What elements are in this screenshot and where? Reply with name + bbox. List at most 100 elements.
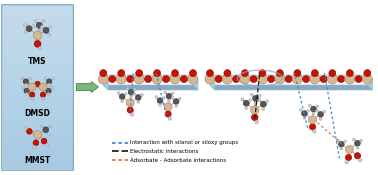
Circle shape <box>28 77 31 80</box>
Circle shape <box>164 91 167 94</box>
Circle shape <box>302 111 307 116</box>
Circle shape <box>167 99 170 102</box>
Circle shape <box>257 74 267 84</box>
Circle shape <box>318 111 324 117</box>
Circle shape <box>310 74 320 84</box>
Circle shape <box>170 74 180 84</box>
Circle shape <box>323 110 325 113</box>
Circle shape <box>312 112 315 115</box>
Circle shape <box>275 74 285 84</box>
Circle shape <box>285 76 292 83</box>
Circle shape <box>259 70 266 77</box>
Text: Adsorbate - Adsorbate interactions: Adsorbate - Adsorbate interactions <box>130 158 226 163</box>
Circle shape <box>26 128 32 134</box>
Circle shape <box>355 76 362 83</box>
Circle shape <box>299 108 302 111</box>
Circle shape <box>262 107 265 110</box>
Circle shape <box>48 125 51 128</box>
Circle shape <box>155 96 158 99</box>
Circle shape <box>145 76 152 83</box>
Circle shape <box>248 99 251 102</box>
Circle shape <box>345 145 353 153</box>
Circle shape <box>320 76 327 83</box>
Circle shape <box>98 74 108 84</box>
Circle shape <box>159 104 161 107</box>
Circle shape <box>266 100 269 103</box>
Polygon shape <box>103 75 198 80</box>
Circle shape <box>178 97 181 100</box>
Circle shape <box>34 131 42 139</box>
Circle shape <box>23 24 26 27</box>
Circle shape <box>313 130 316 133</box>
Circle shape <box>46 79 52 84</box>
Circle shape <box>39 47 42 50</box>
Circle shape <box>46 144 49 147</box>
Circle shape <box>363 74 372 84</box>
Circle shape <box>338 141 344 147</box>
Circle shape <box>251 106 259 114</box>
Circle shape <box>109 76 116 83</box>
Circle shape <box>48 33 51 36</box>
Circle shape <box>126 87 129 90</box>
Circle shape <box>258 99 261 102</box>
Circle shape <box>181 76 187 83</box>
Circle shape <box>171 96 174 99</box>
Circle shape <box>205 74 215 84</box>
Circle shape <box>206 70 214 77</box>
Circle shape <box>345 74 355 84</box>
Circle shape <box>352 138 355 141</box>
Circle shape <box>117 92 120 94</box>
Circle shape <box>359 139 363 142</box>
Circle shape <box>303 76 310 83</box>
Circle shape <box>40 26 43 29</box>
Circle shape <box>52 77 54 80</box>
Circle shape <box>316 109 318 112</box>
Circle shape <box>250 76 257 83</box>
Circle shape <box>48 83 51 86</box>
Text: Interaction with silanol or siloxy groups: Interaction with silanol or siloxy group… <box>130 140 239 145</box>
Circle shape <box>153 70 161 77</box>
Circle shape <box>26 26 32 32</box>
Polygon shape <box>210 75 372 80</box>
Circle shape <box>242 70 248 77</box>
Circle shape <box>152 74 162 84</box>
Circle shape <box>319 117 322 120</box>
Circle shape <box>133 88 136 91</box>
Circle shape <box>42 97 45 100</box>
Circle shape <box>222 74 232 84</box>
Circle shape <box>294 70 301 77</box>
Circle shape <box>34 20 37 23</box>
Circle shape <box>163 76 170 83</box>
Circle shape <box>43 27 49 33</box>
Circle shape <box>127 107 133 113</box>
Circle shape <box>127 76 134 83</box>
Circle shape <box>293 74 302 84</box>
Circle shape <box>251 114 258 121</box>
Circle shape <box>41 138 47 144</box>
Circle shape <box>39 28 42 31</box>
FancyArrow shape <box>76 82 98 92</box>
Circle shape <box>118 70 125 77</box>
Circle shape <box>308 104 311 107</box>
Text: DMSD: DMSD <box>25 109 51 118</box>
Circle shape <box>276 70 284 77</box>
Circle shape <box>130 113 134 116</box>
Circle shape <box>40 92 46 97</box>
Circle shape <box>44 77 47 80</box>
Polygon shape <box>210 75 215 90</box>
Circle shape <box>22 86 24 89</box>
Circle shape <box>141 93 143 96</box>
Circle shape <box>40 125 43 128</box>
Circle shape <box>329 70 336 77</box>
Circle shape <box>36 22 42 28</box>
Circle shape <box>338 76 345 83</box>
Polygon shape <box>367 75 372 90</box>
Circle shape <box>24 30 27 34</box>
Circle shape <box>171 92 174 95</box>
Circle shape <box>355 140 360 146</box>
Circle shape <box>354 153 361 159</box>
Circle shape <box>344 140 346 143</box>
Circle shape <box>164 103 172 111</box>
Circle shape <box>29 86 32 89</box>
Circle shape <box>33 140 39 146</box>
